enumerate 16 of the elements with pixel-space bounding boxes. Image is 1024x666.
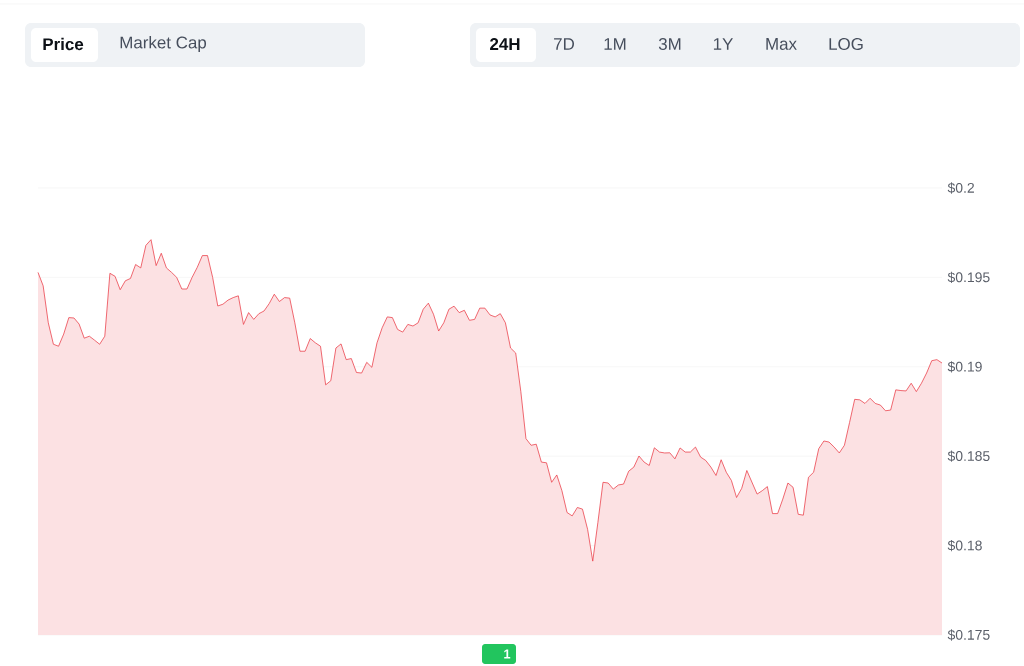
text: 24H: [490, 38, 520, 50]
y-tick-label: $0.19: [947, 361, 982, 373]
text: Max: [766, 38, 797, 50]
y-tick-label: $0.2: [947, 182, 974, 194]
text: 3M: [658, 37, 681, 50]
y-tick-label: $0.175: [947, 629, 990, 641]
y-tick-label: $0.18: [947, 539, 982, 552]
y-tick-label: $0.185: [947, 450, 990, 462]
text: Price: [43, 37, 84, 51]
text: 1M: [604, 38, 626, 50]
text: LOG: [829, 37, 863, 50]
text: 1: [504, 649, 511, 659]
text: 1Y: [713, 38, 733, 50]
text: Market Cap: [120, 36, 207, 52]
text: 7D: [554, 38, 575, 50]
y-tick-label: $0.195: [947, 271, 990, 284]
